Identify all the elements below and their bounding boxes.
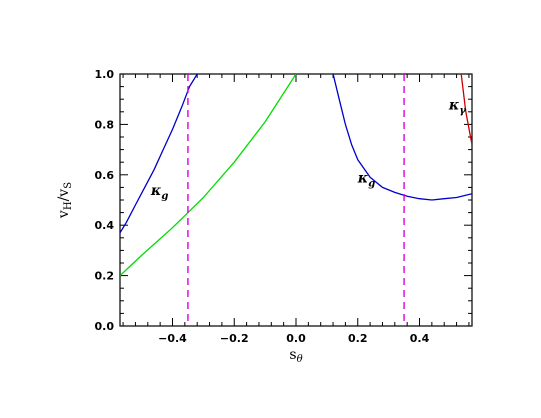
series-line-1 [120, 74, 198, 234]
series-line-3 [332, 74, 472, 201]
axes: −0.4 −0.2 0.0 0.2 0.4 0.0 0.2 0.4 0.6 0.8 1.0 [95, 68, 473, 345]
reference-lines [187, 74, 405, 326]
y-axis-label: vH/vS [56, 182, 74, 219]
y-tick-label: 0.0 [95, 320, 115, 333]
plot-frame [119, 73, 473, 327]
series-line-2 [120, 74, 297, 277]
y-tick-label: 0.2 [95, 270, 115, 283]
x-tick-label: 0.4 [410, 332, 430, 345]
series-lines [120, 74, 472, 277]
y-tick-label: 0.4 [95, 219, 115, 232]
annotation-2: κg [357, 170, 376, 189]
x-tick-label: −0.4 [158, 332, 187, 345]
annotation-3: κγ [448, 97, 467, 116]
y-tick-label: 0.6 [95, 169, 115, 182]
y-tick-label: 1.0 [95, 68, 115, 81]
x-tick-label: 0.2 [348, 332, 368, 345]
x-tick-label: −0.2 [220, 332, 249, 345]
annotations: κg κg κγ [150, 97, 466, 202]
x-axis-label: sθ [289, 347, 302, 365]
annotation-1: κg [150, 183, 169, 202]
x-tick-label: 0.0 [286, 332, 306, 345]
series-line-4 [460, 74, 472, 145]
y-tick-label: 0.8 [95, 118, 115, 131]
